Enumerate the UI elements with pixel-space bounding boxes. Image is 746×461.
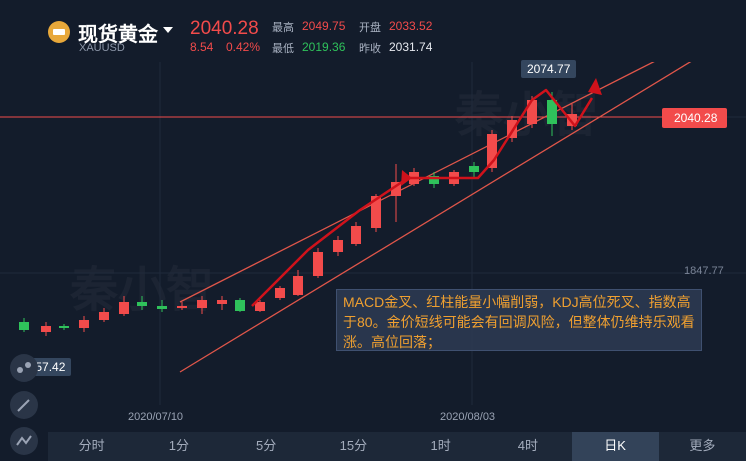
candle-body [293, 276, 303, 295]
gold-coin-icon [48, 21, 70, 43]
prev-close-label: 昨收 [359, 43, 381, 55]
last-price: 2040.28 [190, 18, 259, 39]
candle-body [255, 302, 265, 311]
candle-body [391, 182, 401, 196]
open-value: 2033.52 [389, 19, 433, 33]
last-price-tag: 2040.28 [662, 108, 728, 128]
candle-body [177, 306, 187, 308]
high-label: 最高 [272, 22, 294, 34]
candle-body [217, 300, 227, 304]
candle-body [527, 100, 537, 124]
candle-body [197, 300, 207, 308]
instrument-title[interactable]: 现货黄金 [78, 24, 158, 46]
candle-body [429, 176, 439, 184]
draw-pen-icon[interactable] [10, 391, 38, 419]
chevron-down-icon[interactable] [163, 27, 173, 33]
tab-daily[interactable]: 日K [571, 432, 659, 461]
tab-5min[interactable]: 5分 [256, 438, 277, 453]
candle-body [19, 322, 29, 330]
tab-1min[interactable]: 1分 [168, 438, 189, 453]
price-change-percent: 0.42% [226, 40, 261, 54]
projection-arrow [251, 88, 594, 307]
candle-body [235, 300, 245, 311]
timeframe-bar: 分时 1分 5分 15分 1时 4时 日K 更多 [48, 432, 746, 461]
high-price-tag: 2074.77 [521, 60, 577, 78]
candle-body [371, 196, 381, 228]
candle-body [157, 306, 167, 309]
tab-4hour[interactable]: 4时 [517, 438, 538, 453]
candle-body [547, 100, 557, 124]
tab-1hour[interactable]: 1时 [430, 438, 451, 453]
tab-more[interactable]: 更多 [689, 438, 716, 453]
candle-body [79, 320, 89, 328]
candle-body [469, 166, 479, 172]
candle-body [99, 312, 109, 320]
price-change: 8.54 [190, 40, 214, 54]
candlestick-chart[interactable] [0, 62, 746, 432]
prev-close-value: 2031.74 [389, 40, 433, 54]
candle-body [119, 302, 129, 314]
candle-body [137, 302, 147, 306]
tab-timeshare[interactable]: 分时 [78, 438, 105, 453]
candle-body [59, 326, 69, 328]
candle-body [351, 226, 361, 244]
open-label: 开盘 [359, 22, 381, 34]
candle-body [333, 240, 343, 252]
candle-body [275, 288, 285, 298]
date-label: 2020/08/03 [440, 411, 496, 423]
tab-15min[interactable]: 15分 [339, 438, 368, 453]
channel-upper-line [179, 62, 655, 303]
line-chart-icon[interactable] [10, 427, 38, 455]
low-value: 2019.36 [302, 40, 346, 54]
indicator-tool-icon[interactable] [10, 354, 38, 382]
price-axis-label: 1847.77 [684, 265, 724, 277]
candle-body [487, 134, 497, 168]
channel-lower-line [179, 62, 692, 373]
candle-body [41, 326, 51, 332]
date-label: 2020/07/10 [128, 411, 184, 423]
quote-header: 现货黄金 XAUUSD 2040.28 8.54 0.42% 最高 2049.7… [0, 0, 746, 62]
high-value: 2049.75 [302, 19, 346, 33]
instrument-symbol: XAUUSD [79, 42, 125, 54]
candle-body [567, 114, 577, 126]
candle-body [507, 120, 517, 138]
candle-body [313, 252, 323, 276]
low-label: 最低 [272, 43, 294, 55]
analysis-annotation: MACD金叉、红柱能量小幅削弱，KDJ高位死叉、指数高于80。金价短线可能会有回… [336, 289, 702, 351]
